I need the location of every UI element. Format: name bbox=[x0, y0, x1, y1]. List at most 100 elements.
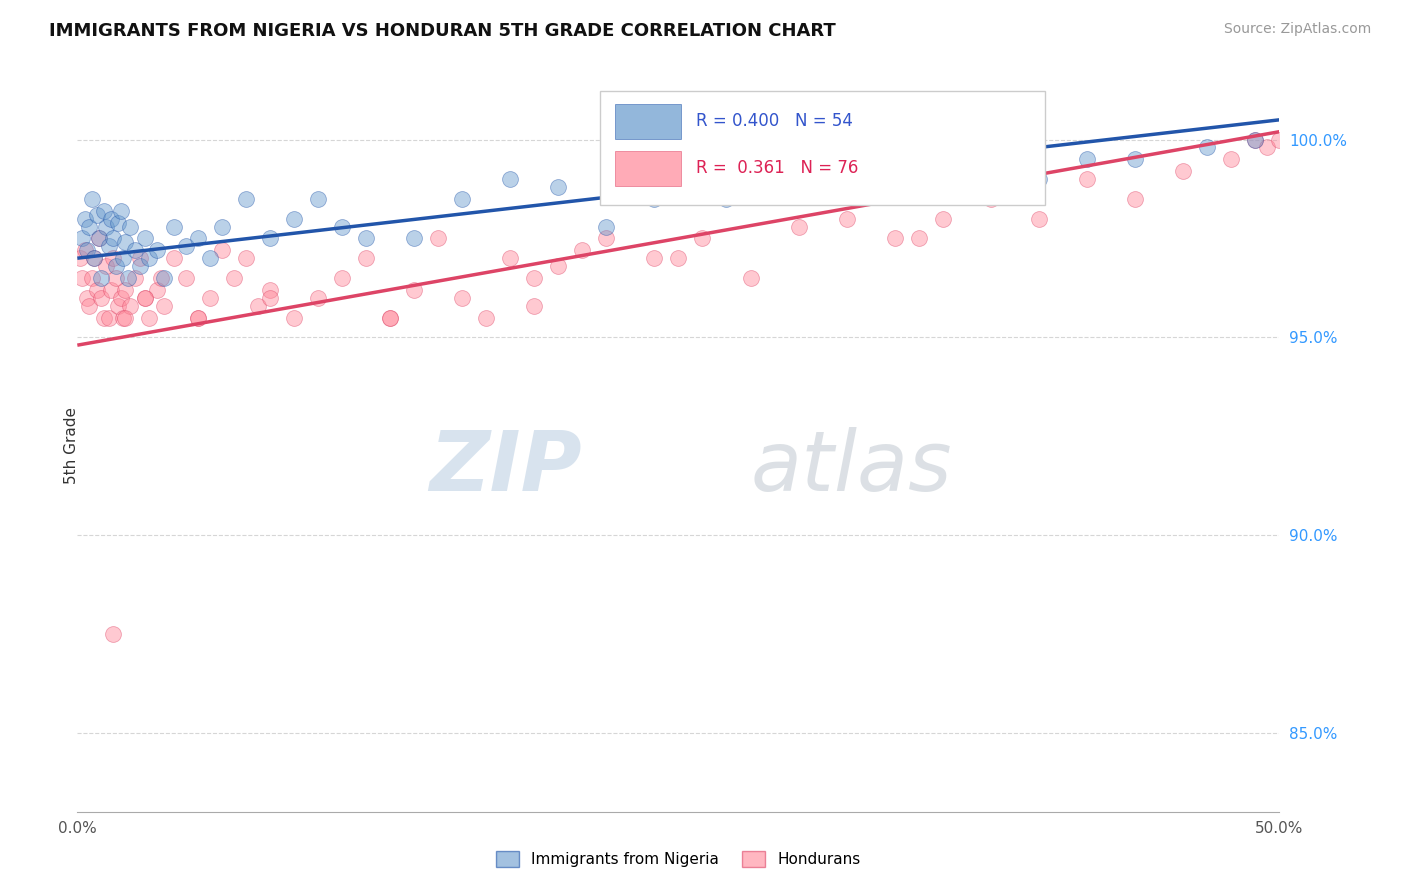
Point bbox=[523, 271, 546, 285]
Point bbox=[86, 208, 108, 222]
Text: R =  0.361   N = 76: R = 0.361 N = 76 bbox=[696, 159, 859, 177]
Point bbox=[908, 231, 931, 245]
Point bbox=[174, 271, 197, 285]
Point bbox=[114, 235, 136, 250]
Point bbox=[104, 259, 127, 273]
Text: IMMIGRANTS FROM NIGERIA VS HONDURAN 5TH GRADE CORRELATION CHART: IMMIGRANTS FROM NIGERIA VS HONDURAN 5TH … bbox=[49, 22, 837, 40]
Point bbox=[86, 283, 108, 297]
Point bbox=[1256, 140, 1278, 154]
Point bbox=[70, 271, 93, 285]
Point bbox=[740, 271, 762, 285]
Point bbox=[110, 291, 132, 305]
Point bbox=[93, 203, 115, 218]
Point bbox=[354, 231, 377, 245]
Point bbox=[107, 299, 129, 313]
Point bbox=[692, 231, 714, 245]
Point bbox=[145, 244, 167, 258]
Point bbox=[73, 244, 96, 258]
Point bbox=[187, 310, 209, 325]
Point bbox=[246, 299, 269, 313]
Point bbox=[307, 192, 329, 206]
Point bbox=[451, 291, 474, 305]
Point bbox=[134, 231, 156, 245]
Point bbox=[932, 211, 955, 226]
Text: Source: ZipAtlas.com: Source: ZipAtlas.com bbox=[1223, 22, 1371, 37]
Legend: Immigrants from Nigeria, Hondurans: Immigrants from Nigeria, Hondurans bbox=[491, 846, 866, 873]
Point bbox=[120, 299, 142, 313]
Point bbox=[174, 239, 197, 253]
Point bbox=[114, 310, 136, 325]
Point bbox=[87, 231, 110, 245]
Point bbox=[307, 291, 329, 305]
Point bbox=[97, 310, 120, 325]
Point bbox=[128, 251, 150, 265]
Point bbox=[93, 310, 115, 325]
Point bbox=[138, 251, 160, 265]
Point bbox=[69, 251, 91, 265]
Point bbox=[547, 180, 569, 194]
Point bbox=[283, 310, 305, 325]
Point bbox=[107, 216, 129, 230]
Point bbox=[103, 627, 125, 641]
Point bbox=[100, 211, 122, 226]
Point bbox=[187, 231, 209, 245]
Point bbox=[198, 291, 221, 305]
Point bbox=[235, 251, 257, 265]
Point bbox=[1076, 153, 1098, 167]
Point bbox=[643, 251, 665, 265]
Point bbox=[80, 271, 103, 285]
Point bbox=[235, 192, 257, 206]
Point bbox=[145, 283, 167, 297]
Text: atlas: atlas bbox=[751, 427, 952, 508]
Point bbox=[90, 291, 112, 305]
Point bbox=[1028, 211, 1050, 226]
Point bbox=[150, 271, 173, 285]
Point bbox=[1244, 132, 1267, 146]
Point bbox=[1123, 192, 1146, 206]
Point bbox=[153, 299, 176, 313]
Point bbox=[110, 203, 132, 218]
Point bbox=[111, 310, 134, 325]
Point bbox=[980, 192, 1002, 206]
Point bbox=[96, 219, 118, 234]
Point bbox=[499, 251, 522, 265]
Point bbox=[153, 271, 176, 285]
Point bbox=[787, 172, 810, 186]
Point bbox=[134, 291, 156, 305]
Point bbox=[378, 310, 401, 325]
FancyBboxPatch shape bbox=[600, 91, 1045, 204]
Point bbox=[1173, 164, 1195, 178]
Point bbox=[124, 271, 146, 285]
Point bbox=[883, 231, 905, 245]
Point bbox=[259, 231, 281, 245]
Point bbox=[128, 259, 150, 273]
Point bbox=[162, 219, 184, 234]
Point bbox=[330, 219, 353, 234]
Point bbox=[1244, 132, 1267, 146]
Point bbox=[932, 153, 955, 167]
Point bbox=[427, 231, 450, 245]
Point bbox=[402, 283, 425, 297]
Point bbox=[79, 299, 101, 313]
Point bbox=[104, 271, 127, 285]
Point bbox=[499, 172, 522, 186]
Text: R = 0.400   N = 54: R = 0.400 N = 54 bbox=[696, 112, 853, 129]
Point bbox=[1197, 140, 1219, 154]
Point bbox=[211, 219, 233, 234]
Point bbox=[259, 291, 281, 305]
Point bbox=[402, 231, 425, 245]
Point bbox=[103, 231, 125, 245]
Point bbox=[79, 219, 101, 234]
Point bbox=[198, 251, 221, 265]
Point bbox=[523, 299, 546, 313]
Point bbox=[354, 251, 377, 265]
Point bbox=[114, 283, 136, 297]
Point bbox=[595, 219, 617, 234]
Point bbox=[138, 310, 160, 325]
Point bbox=[1028, 172, 1050, 186]
Text: ZIP: ZIP bbox=[430, 427, 582, 508]
Point bbox=[103, 251, 125, 265]
Point bbox=[1076, 172, 1098, 186]
Point bbox=[643, 192, 665, 206]
Y-axis label: 5th Grade: 5th Grade bbox=[65, 408, 79, 484]
